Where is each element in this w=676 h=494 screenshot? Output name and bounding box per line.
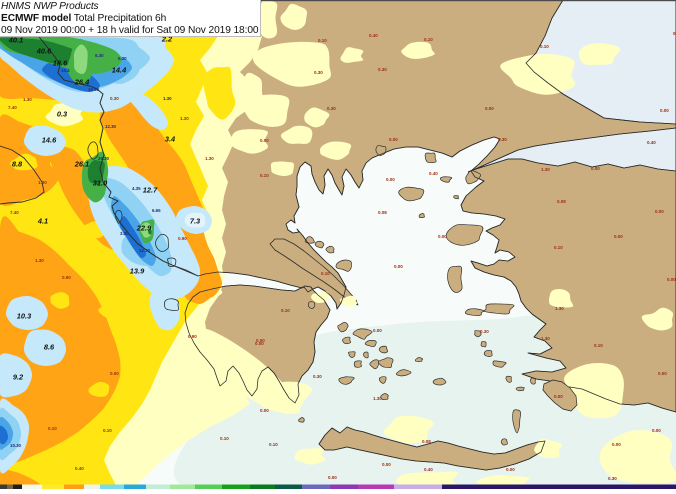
- svg-text:0.00: 0.00: [382, 462, 391, 467]
- svg-text:40.1: 40.1: [8, 36, 23, 45]
- svg-text:0.10: 0.10: [281, 308, 290, 313]
- svg-text:0.10: 0.10: [540, 44, 549, 49]
- svg-text:8.8: 8.8: [12, 160, 23, 169]
- svg-text:0.00: 0.00: [328, 475, 337, 480]
- svg-text:0.00: 0.00: [260, 138, 269, 143]
- svg-text:0.90: 0.90: [62, 275, 71, 280]
- svg-text:0.10: 0.10: [594, 343, 603, 348]
- svg-text:0.00: 0.00: [373, 328, 382, 333]
- svg-text:0.00: 0.00: [256, 338, 265, 343]
- svg-text:12.30: 12.30: [139, 248, 151, 253]
- svg-text:14.6: 14.6: [42, 136, 57, 145]
- svg-text:0.10: 0.10: [269, 442, 278, 447]
- svg-text:26.4: 26.4: [74, 78, 89, 87]
- svg-text:1.30: 1.30: [38, 180, 47, 185]
- svg-text:0.10: 0.10: [103, 428, 112, 433]
- svg-text:0.08: 0.08: [378, 210, 387, 215]
- svg-text:0.00: 0.00: [614, 234, 623, 239]
- svg-text:0.00: 0.00: [673, 31, 676, 36]
- svg-text:4.35: 4.35: [132, 186, 141, 191]
- svg-text:0.00: 0.00: [660, 108, 669, 113]
- svg-text:7.40: 7.40: [10, 210, 19, 215]
- svg-text:9.2: 9.2: [13, 373, 24, 382]
- svg-text:0.10: 0.10: [554, 245, 563, 250]
- svg-text:31.0: 31.0: [93, 179, 108, 188]
- svg-text:0.30: 0.30: [498, 137, 507, 142]
- svg-text:0.30: 0.30: [480, 329, 489, 334]
- svg-text:1.30: 1.30: [205, 156, 214, 161]
- svg-text:0.00: 0.00: [667, 277, 676, 282]
- svg-text:0.00: 0.00: [438, 234, 447, 239]
- svg-text:1.30: 1.30: [373, 396, 382, 401]
- svg-text:1.30: 1.30: [35, 258, 44, 263]
- svg-text:0.10: 0.10: [321, 271, 330, 276]
- svg-text:0.10: 0.10: [220, 436, 229, 441]
- svg-text:0.00: 0.00: [554, 394, 563, 399]
- svg-text:7.40: 7.40: [8, 105, 17, 110]
- svg-text:0.00: 0.00: [110, 371, 119, 376]
- svg-text:0.3: 0.3: [57, 110, 68, 119]
- svg-text:10.3: 10.3: [17, 312, 32, 321]
- svg-text:1.30: 1.30: [163, 96, 172, 101]
- svg-text:13.9: 13.9: [130, 267, 145, 276]
- svg-text:12.30: 12.30: [105, 124, 117, 129]
- svg-text:0.10: 0.10: [260, 173, 269, 178]
- svg-text:40.6: 40.6: [36, 47, 52, 56]
- svg-text:26.1: 26.1: [74, 160, 89, 169]
- svg-text:0.40: 0.40: [429, 171, 438, 176]
- svg-text:0.00: 0.00: [394, 264, 403, 269]
- svg-text:1.30: 1.30: [180, 116, 189, 121]
- svg-text:18.6: 18.6: [53, 59, 68, 68]
- svg-text:0.30: 0.30: [313, 374, 322, 379]
- svg-text:26.30: 26.30: [98, 156, 110, 161]
- svg-text:16.4: 16.4: [61, 68, 70, 73]
- svg-text:0.90: 0.90: [188, 334, 197, 339]
- svg-text:0.00: 0.00: [591, 166, 600, 171]
- svg-text:2.2: 2.2: [161, 35, 173, 44]
- svg-text:1.30: 1.30: [23, 97, 32, 102]
- svg-text:10.50: 10.50: [88, 87, 100, 92]
- svg-text:0.40: 0.40: [75, 466, 84, 471]
- svg-text:0.10: 0.10: [48, 426, 57, 431]
- svg-text:0.00: 0.00: [485, 106, 494, 111]
- svg-text:12.7: 12.7: [143, 186, 158, 195]
- svg-text:0.10: 0.10: [424, 37, 433, 42]
- svg-text:0.90: 0.90: [178, 236, 187, 241]
- svg-text:0.40: 0.40: [369, 33, 378, 38]
- svg-text:0.40: 0.40: [424, 467, 433, 472]
- svg-text:0.08: 0.08: [422, 439, 431, 444]
- svg-text:0.30: 0.30: [110, 96, 119, 101]
- svg-text:0.00: 0.00: [389, 137, 398, 142]
- svg-text:0.40: 0.40: [647, 140, 656, 145]
- svg-text:3.4: 3.4: [165, 135, 175, 144]
- svg-text:0.00: 0.00: [658, 371, 667, 376]
- svg-text:3.80: 3.80: [120, 231, 129, 236]
- svg-text:0.30: 0.30: [608, 476, 617, 481]
- svg-text:6.65: 6.65: [152, 208, 161, 213]
- svg-text:6.30: 6.30: [95, 53, 104, 58]
- svg-text:0.30: 0.30: [378, 67, 387, 72]
- svg-text:4.1: 4.1: [37, 217, 48, 226]
- svg-text:5.30: 5.30: [118, 56, 127, 61]
- svg-text:14.4: 14.4: [112, 66, 126, 75]
- svg-text:0.08: 0.08: [557, 199, 566, 204]
- svg-text:0.00: 0.00: [652, 428, 661, 433]
- svg-text:0.00: 0.00: [386, 177, 395, 182]
- svg-text:0.00: 0.00: [655, 209, 664, 214]
- svg-text:0.00: 0.00: [612, 442, 621, 447]
- svg-text:0.00: 0.00: [506, 467, 515, 472]
- svg-text:22.9: 22.9: [136, 224, 152, 233]
- svg-text:0.30: 0.30: [327, 106, 336, 111]
- svg-text:0.00: 0.00: [260, 408, 269, 413]
- svg-text:1.30: 1.30: [541, 336, 550, 341]
- svg-text:0.00: 0.00: [255, 341, 264, 346]
- svg-text:1.30: 1.30: [541, 167, 550, 172]
- svg-text:1.30: 1.30: [555, 306, 564, 311]
- svg-text:7.3: 7.3: [190, 217, 201, 226]
- svg-text:10.30: 10.30: [10, 443, 22, 448]
- svg-text:8.6: 8.6: [44, 343, 55, 352]
- svg-text:0.30: 0.30: [314, 70, 323, 75]
- svg-text:0.10: 0.10: [318, 38, 327, 43]
